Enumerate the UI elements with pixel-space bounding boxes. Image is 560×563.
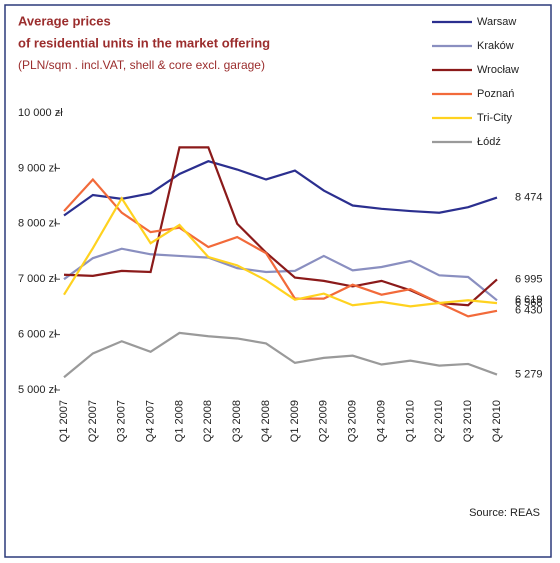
data-label: 6 619 <box>515 294 543 306</box>
x-tick-label: Q2 2008 <box>202 400 214 442</box>
x-tick-label: Q3 2008 <box>231 400 243 442</box>
source: Source: REAS <box>469 507 540 519</box>
legend-label: Tri-City <box>477 112 513 124</box>
x-tick-label: Q3 2010 <box>462 400 474 442</box>
x-tick-label: Q1 2010 <box>404 400 416 442</box>
legend-label: Poznań <box>477 88 514 100</box>
x-tick-label: Q3 2009 <box>347 400 359 442</box>
y-tick-label: 7 000 zł <box>18 273 57 285</box>
x-tick-label: Q2 2010 <box>433 400 445 442</box>
data-label: 6 995 <box>515 273 543 285</box>
y-tick-label: 9 000 zł <box>18 162 57 174</box>
legend-label: Wrocław <box>477 64 519 76</box>
x-tick-label: Q2 2007 <box>87 400 99 442</box>
chart-subtitle: (PLN/sqm . incl.VAT, shell & core excl. … <box>18 58 265 72</box>
chart-title: of residential units in the market offer… <box>18 35 270 50</box>
legend-label: Kraków <box>477 40 514 52</box>
data-label: 6 568 <box>515 297 543 309</box>
x-tick-label: Q1 2009 <box>289 400 301 442</box>
data-label: 6 430 <box>515 305 543 317</box>
data-label: 8 474 <box>515 191 543 203</box>
legend-label: Warsaw <box>477 16 516 28</box>
x-tick-label: Q1 2007 <box>58 400 70 442</box>
y-tick-label: 6 000 zł <box>18 329 57 341</box>
series-line <box>63 196 498 308</box>
x-tick-label: Q4 2010 <box>491 400 503 442</box>
x-tick-label: Q4 2008 <box>260 400 272 442</box>
x-tick-label: Q3 2007 <box>116 400 128 442</box>
series-line <box>63 160 498 217</box>
x-tick-label: Q4 2007 <box>145 400 157 442</box>
y-tick-label: 5 000 zł <box>18 384 57 396</box>
y-tick-label: 8 000 zł <box>18 218 57 230</box>
data-label: 5 279 <box>515 368 543 380</box>
frame <box>4 4 552 558</box>
series-line <box>63 247 498 302</box>
x-tick-label: Q4 2009 <box>375 400 387 442</box>
x-tick-label: Q2 2009 <box>318 400 330 442</box>
series-line <box>63 331 498 379</box>
x-tick-label: Q1 2008 <box>173 400 185 442</box>
chart-title: Average prices <box>18 13 111 28</box>
y-tick-label: 10 000 zł <box>18 107 63 119</box>
legend-label: Łódź <box>477 136 501 148</box>
